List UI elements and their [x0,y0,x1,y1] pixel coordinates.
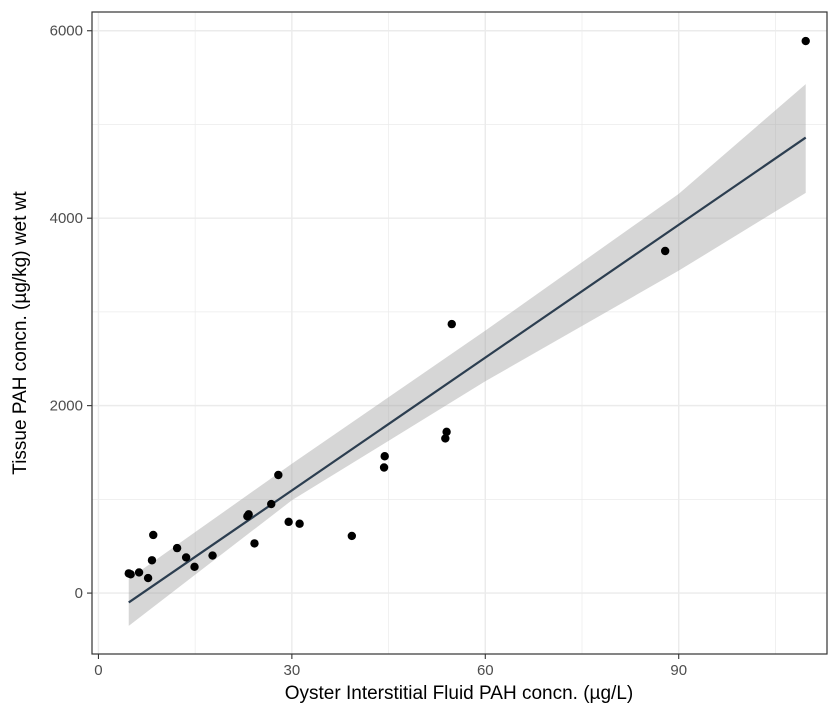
data-point [442,427,451,437]
data-point [244,510,253,519]
grid-lines [92,12,827,654]
y-tick-label: 2000 [50,398,83,415]
data-points-layer [124,36,810,583]
y-tick-label: 0 [75,585,83,602]
data-point [379,463,389,472]
data-point [190,562,199,572]
data-point [660,246,670,256]
data-point [143,573,153,583]
data-point [441,434,450,443]
regression-line [128,136,807,604]
data-point [134,568,144,577]
x-axis-title: Oyster Interstitial Fluid PAH concn. (µg… [285,683,634,704]
data-point [801,36,810,46]
x-tick-label: 90 [670,662,687,679]
x-tick-label: 30 [284,662,301,679]
y-tick-label: 6000 [50,23,83,40]
data-point [284,517,293,527]
data-point [447,319,456,329]
data-point [181,553,191,562]
data-point [126,570,135,579]
data-point [380,452,389,461]
data-point [267,499,276,509]
axes-layer: 0 30 60 90 0 2000 4000 6000 [50,23,687,679]
data-point [147,556,157,565]
data-point [208,551,217,560]
data-point [149,530,158,540]
data-point [347,531,357,541]
fit-line-layer [128,136,807,604]
y-tick-label: 4000 [50,210,83,227]
x-tick-label: 60 [477,662,494,679]
y-axis-title: Tissue PAH concn. (µg/kg) wet wt [10,191,31,475]
data-point [295,519,304,528]
data-point [274,470,283,480]
data-point [250,539,259,548]
panel-border [91,11,828,655]
confidence-band-layer [128,84,806,626]
x-tick-label: 0 [94,662,102,679]
confidence-band [128,84,806,626]
data-point [172,543,182,553]
